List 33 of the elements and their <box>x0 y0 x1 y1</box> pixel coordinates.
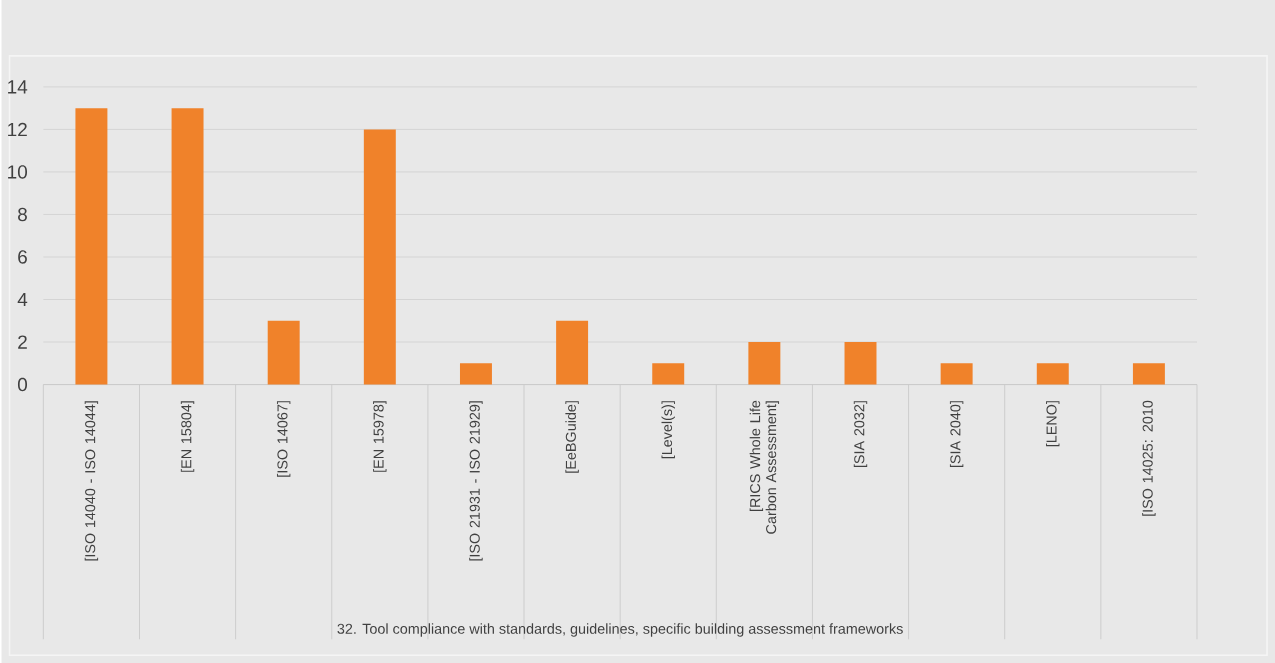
bar <box>267 320 300 385</box>
bar <box>75 108 108 385</box>
y-tick-label: 8 <box>18 207 27 222</box>
bar <box>844 341 877 385</box>
bar <box>171 108 204 385</box>
x-tick-label: [SIA 2032] <box>853 401 868 467</box>
y-tick-label: 12 <box>8 122 27 136</box>
x-tick-label: [ISO 14067] <box>276 401 291 477</box>
x-tick-label: [EN 15804] <box>180 401 195 472</box>
bar <box>1132 363 1165 385</box>
y-tick-label: 6 <box>18 250 27 264</box>
bar <box>556 320 589 385</box>
bar <box>748 341 781 385</box>
x-tick-label: [ISO 14040 - ISO 14044] <box>84 401 99 561</box>
x-tick-label: [RICS Whole Life Carbon Assessment] <box>749 400 780 534</box>
bar <box>1036 363 1069 385</box>
y-tick-label: 2 <box>18 335 27 349</box>
bar <box>363 129 396 385</box>
bar <box>652 363 685 385</box>
y-tick-label: 0 <box>17 377 28 392</box>
x-tick-label: [LENO] <box>1046 401 1060 447</box>
x-axis-title: 32. Tool compliance with standards, guidelines, specific building assessment frameworks <box>337 623 903 637</box>
y-tick-label: 10 <box>8 165 28 179</box>
x-tick-label: [SIA 2040] <box>949 401 964 467</box>
x-tick-label: [EN 15978] <box>373 401 387 472</box>
x-tick-label: [EeBGuide] <box>565 401 579 473</box>
x-tick-label: [Level(s)] <box>661 401 675 459</box>
y-tick-label: 4 <box>17 292 28 306</box>
y-tick-label: 14 <box>8 80 28 94</box>
x-tick-label: [ISO 21931 - ISO 21929] <box>469 401 483 561</box>
bar <box>459 363 492 385</box>
x-tick-label: [ISO 14025: 2010 <box>1142 400 1156 516</box>
bar <box>940 363 973 385</box>
